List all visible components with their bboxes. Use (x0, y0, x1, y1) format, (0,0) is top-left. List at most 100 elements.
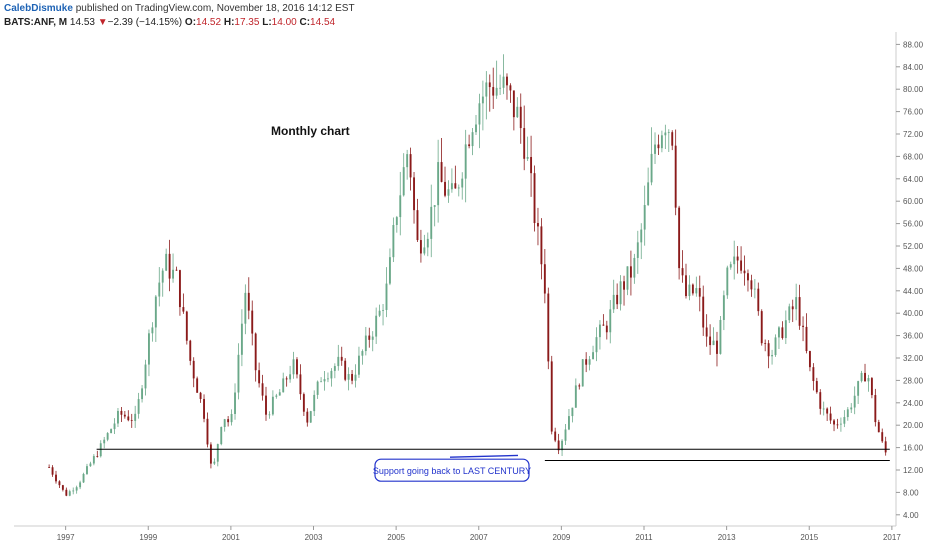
candle-body (829, 413, 832, 421)
candle-body (705, 327, 708, 337)
candle-body (753, 288, 756, 290)
candle-body (79, 482, 82, 488)
x-tick-label: 2017 (883, 533, 901, 542)
y-tick-label: 16.00 (903, 444, 924, 453)
candle-body (764, 343, 767, 344)
y-tick-label: 48.00 (903, 264, 924, 273)
candle-body (767, 343, 770, 357)
y-tick-label: 20.00 (903, 421, 924, 430)
candle-body (144, 364, 147, 389)
candle-body (130, 420, 133, 421)
candle-body (344, 360, 347, 380)
candle-body (819, 392, 822, 409)
candle-body (578, 385, 581, 387)
candle-body (623, 281, 625, 290)
candle-body (402, 167, 405, 196)
y-tick-label: 40.00 (903, 309, 924, 318)
candle-body (475, 124, 477, 133)
candle-body (261, 383, 264, 396)
candle-body (282, 378, 285, 393)
candle-body (564, 429, 567, 441)
candle-body (512, 90, 515, 118)
candle-body (612, 294, 615, 310)
candle-body (450, 183, 453, 190)
candle-body (506, 76, 508, 86)
candle-body (805, 326, 808, 352)
candle-body (161, 270, 164, 283)
candle-body (61, 485, 64, 490)
candle-body (457, 187, 460, 189)
candle-body (141, 388, 144, 400)
candle-body (884, 441, 887, 453)
candle-body (247, 292, 250, 311)
candle-body (123, 414, 126, 417)
candle-body (833, 420, 835, 425)
candle-body (385, 283, 388, 310)
candle-body (196, 378, 199, 393)
candle-body (330, 370, 333, 379)
candle-body (406, 154, 409, 168)
x-tick-label: 2011 (635, 533, 653, 542)
candle-body (382, 309, 384, 311)
candle-body (547, 293, 550, 362)
x-tick-label: 2007 (470, 533, 488, 542)
candle-body (265, 395, 267, 415)
candle-body (574, 385, 577, 408)
candle-body (516, 106, 519, 118)
candle-body (158, 282, 161, 297)
candle-body (296, 359, 298, 375)
candle-body (860, 372, 863, 382)
y-tick-label: 12.00 (903, 466, 924, 475)
candle-body (729, 264, 732, 268)
candle-body (716, 340, 718, 354)
candle-body (75, 487, 78, 491)
candle-body (182, 307, 185, 312)
candle-body (533, 173, 536, 224)
candle-body (275, 395, 278, 397)
publish-info: published on TradingView.com, November 1… (72, 3, 355, 14)
author-link[interactable]: CalebDismuke (4, 3, 73, 14)
candle-body (192, 360, 195, 379)
candle-body (495, 87, 498, 96)
candle-body (251, 310, 254, 334)
y-tick-label: 68.00 (903, 152, 924, 161)
candle-body (419, 240, 422, 254)
y-tick-label: 44.00 (903, 287, 924, 296)
candle-body (216, 444, 219, 462)
candle-body (151, 327, 154, 334)
candle-body (526, 157, 529, 159)
candle-body (605, 325, 608, 333)
candle-body (502, 76, 505, 88)
candle-body (220, 427, 223, 445)
candle-body (327, 378, 329, 380)
candle-body (113, 423, 116, 430)
candle-body (168, 253, 171, 279)
y-tick-label: 36.00 (903, 332, 924, 341)
y-tick-label: 28.00 (903, 376, 924, 385)
down-arrow-icon: ▼ (97, 17, 108, 28)
candle-body (650, 153, 653, 183)
candle-body (647, 182, 650, 206)
candle-body (798, 297, 801, 326)
candle-body (688, 284, 691, 297)
candle-body (268, 414, 271, 416)
candle-body (836, 424, 839, 426)
candle-body (447, 189, 450, 196)
candle-body (691, 284, 694, 294)
candle-body (347, 374, 350, 380)
candle-body (206, 418, 209, 445)
candle-body (681, 268, 684, 276)
candle-body (771, 355, 774, 357)
symbol-line: BATS:ANF, M 14.53 ▼−2.39 (−14.15%) O:14.… (4, 16, 355, 30)
candle-body (750, 280, 753, 290)
candle-body (671, 132, 674, 146)
candle-body (399, 195, 402, 218)
candle-body (588, 359, 591, 365)
candle-body (781, 327, 784, 339)
candle-body (292, 359, 295, 375)
candle-body (96, 456, 99, 457)
candle-body (592, 352, 594, 360)
y-tick-label: 52.00 (903, 242, 924, 251)
candle-body (117, 410, 119, 424)
